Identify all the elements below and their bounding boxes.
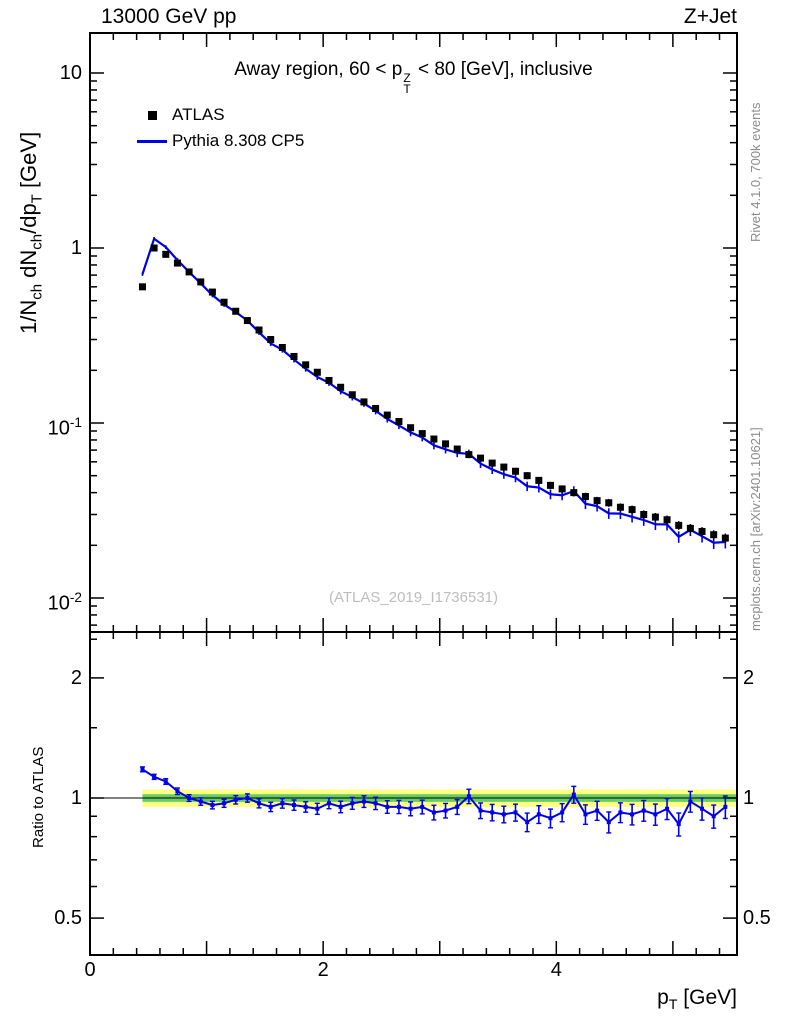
tick-label: 10-2: [47, 590, 82, 615]
tick-label: 1: [70, 787, 82, 809]
title-sub: T: [403, 82, 411, 96]
tick-label: 2: [317, 959, 329, 981]
legend-marker-cell: [132, 110, 172, 120]
mcplots-reference-text: mcplots.cern.ch [arXiv:2401.10621]: [748, 427, 763, 631]
ylabel-part: /dp: [16, 203, 41, 234]
xlabel-part: p: [657, 986, 669, 1009]
legend: ATLAS Pythia 8.308 CP5: [132, 102, 304, 154]
x-axis-label: pT [GeV]: [560, 986, 737, 1013]
pythia-line-icon: [137, 139, 167, 143]
ylabel-sub: T: [28, 194, 46, 204]
rivet-version-text: Rivet 4.1.0, 700k events: [748, 102, 763, 242]
atlas-square-marker-icon: [147, 110, 157, 120]
ylabel-sub: ch: [28, 283, 46, 300]
tick-label: 10-1: [47, 415, 82, 440]
process-label: Z+Jet: [683, 5, 737, 28]
ylabel-part: [GeV]: [16, 131, 41, 195]
beam-energy-label: 13000 GeV pp: [101, 5, 237, 28]
xlabel-sub: T: [668, 997, 678, 1014]
tick-label: 1: [70, 237, 82, 259]
tick-label: 10: [59, 62, 82, 84]
tick-label: 0.5: [54, 907, 82, 930]
title-sup: Z: [403, 71, 411, 85]
title-pre: Away region, 60 < p: [234, 59, 403, 80]
tick-label: 0: [84, 959, 96, 981]
title-post: < 80 [GeV], inclusive: [412, 59, 593, 80]
legend-item-pythia: Pythia 8.308 CP5: [132, 128, 304, 154]
tick-label: 4: [550, 959, 562, 981]
tick-label: 2: [743, 666, 755, 689]
xlabel-part: [GeV]: [677, 986, 737, 1009]
legend-label-atlas: ATLAS: [172, 105, 225, 124]
tick-label: 2: [70, 666, 82, 689]
legend-item-atlas: ATLAS: [132, 102, 304, 128]
tick-label: 1: [743, 787, 755, 809]
analysis-watermark: (ATLAS_2019_I1736531): [328, 589, 498, 606]
y-axis-label-main: 1/Nch dNch/dpT [GeV]: [16, 132, 45, 334]
ylabel-part: 1/N: [16, 299, 41, 334]
legend-label-pythia: Pythia 8.308 CP5: [172, 131, 305, 150]
legend-marker-cell: [132, 139, 172, 143]
tick-label: 0.5: [743, 907, 771, 930]
